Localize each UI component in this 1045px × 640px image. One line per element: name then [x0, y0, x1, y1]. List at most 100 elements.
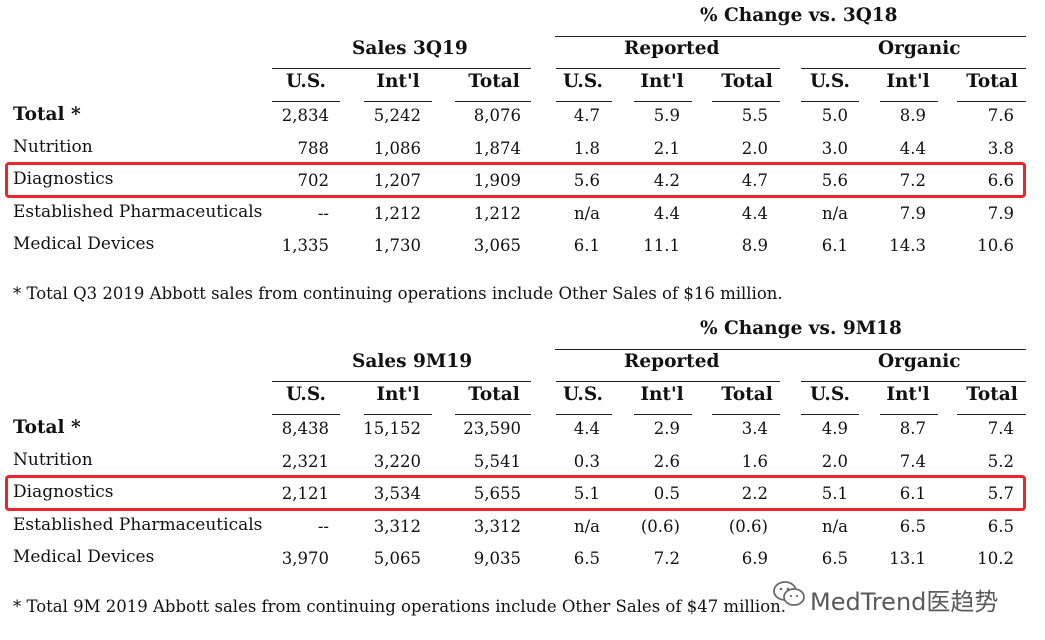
change-title: % Change vs. 3Q18 [700, 5, 898, 26]
column-header-rule [957, 414, 1026, 415]
table-cell: 3,065 [473, 236, 521, 255]
table-cell: 6.1 [899, 484, 926, 503]
table-cell: 7.2 [899, 171, 926, 190]
table-cell: 5.7 [987, 484, 1014, 503]
column-header: U.S. [809, 71, 851, 92]
table-cell: 15,152 [363, 419, 421, 438]
table-cell: (0.6) [640, 517, 680, 536]
table-cell: 5.9 [653, 106, 680, 125]
column-header-rule [634, 101, 692, 102]
change-title: % Change vs. 9M18 [700, 318, 902, 339]
table-cell: 3.0 [821, 139, 848, 158]
sales-title: Sales 3Q19 [352, 38, 468, 59]
table-cell: 1,335 [281, 236, 329, 255]
table-cell: 5,065 [373, 549, 421, 568]
table-cell: -- [317, 517, 329, 536]
table-cell: 6.5 [573, 549, 600, 568]
column-header-rule [272, 101, 340, 102]
sales-group-rule [272, 381, 531, 382]
organic-label: Organic [878, 351, 961, 372]
row-label: Nutrition [13, 137, 93, 157]
table-cell: 8,076 [473, 106, 521, 125]
column-header-rule [556, 101, 612, 102]
column-header: Total [468, 71, 520, 92]
reported-label: Reported [624, 38, 720, 59]
table-cell: n/a [573, 204, 600, 223]
table-cell: 3,220 [373, 452, 421, 471]
column-header: Total [468, 384, 520, 405]
table-cell: 13.1 [889, 549, 926, 568]
table-cell: 6.6 [987, 171, 1014, 190]
table-cell: 3,534 [373, 484, 421, 503]
footnote: * Total Q3 2019 Abbott sales from contin… [13, 284, 783, 303]
column-header: Total [966, 384, 1018, 405]
table-cell: 1,086 [373, 139, 421, 158]
row-label: Established Pharmaceuticals [13, 515, 263, 535]
table-cell: 11.1 [643, 236, 680, 255]
row-label: Diagnostics [13, 482, 114, 502]
table-cell: 6.5 [821, 549, 848, 568]
watermark-text: MedTrend医趋势 [810, 588, 999, 616]
table-cell: 3,312 [373, 517, 421, 536]
table-cell: 10.6 [977, 236, 1014, 255]
table-cell: 2,834 [281, 106, 329, 125]
table-cell: 5.0 [821, 106, 848, 125]
column-header-rule [364, 414, 432, 415]
column-header: U.S. [809, 384, 851, 405]
column-header-rule [801, 414, 859, 415]
column-header: Int'l [376, 71, 420, 92]
table-cell: 5.6 [821, 171, 848, 190]
table-cell: 5.1 [573, 484, 600, 503]
change-title-rule [555, 349, 1026, 350]
table-cell: 4.9 [821, 419, 848, 438]
table-cell: 2.1 [653, 139, 680, 158]
table-cell: 4.7 [573, 106, 600, 125]
table-cell: 5,655 [473, 484, 521, 503]
column-header: Total [721, 71, 773, 92]
reported-label: Reported [624, 351, 720, 372]
column-header-rule [455, 101, 531, 102]
row-label: Total * [13, 417, 81, 438]
column-header: Total [721, 384, 773, 405]
table-cell: 7.9 [987, 204, 1014, 223]
table-cell: 6.1 [573, 236, 600, 255]
table-cell: 3,312 [473, 517, 521, 536]
table-cell: 7.9 [899, 204, 926, 223]
table-cell: 4.4 [653, 204, 680, 223]
column-header-rule [957, 101, 1026, 102]
diagnostics-highlight-box [5, 475, 1026, 511]
table-cell: 4.4 [741, 204, 768, 223]
table-cell: 1.6 [741, 452, 768, 471]
column-header-rule [712, 414, 780, 415]
table-cell: 14.3 [889, 236, 926, 255]
table-cell: 4.7 [741, 171, 768, 190]
footnote: * Total 9M 2019 Abbott sales from contin… [13, 597, 786, 616]
table-cell: 2,121 [281, 484, 329, 503]
table-cell: 5.5 [741, 106, 768, 125]
table-cell: 2.6 [653, 452, 680, 471]
column-header-rule [880, 414, 938, 415]
column-header: U.S. [562, 71, 604, 92]
wechat-icon [772, 580, 806, 608]
table-cell: 7.6 [987, 106, 1014, 125]
table-cell: 1,212 [373, 204, 421, 223]
reported-group-rule [556, 381, 780, 382]
row-label: Medical Devices [13, 234, 155, 254]
column-header-rule [880, 101, 938, 102]
column-header: Int'l [886, 71, 930, 92]
change-title-rule [555, 36, 1026, 37]
table-cell: 4.4 [899, 139, 926, 158]
organic-label: Organic [878, 38, 961, 59]
organic-group-rule [801, 381, 1026, 382]
table-cell: 8.9 [899, 106, 926, 125]
column-header-rule [712, 101, 780, 102]
row-label: Established Pharmaceuticals [13, 202, 263, 222]
table-cell: 2.0 [821, 452, 848, 471]
sales-title: Sales 9M19 [352, 351, 473, 372]
column-header-rule [634, 414, 692, 415]
table-cell: 8.7 [899, 419, 926, 438]
column-header: U.S. [562, 384, 604, 405]
organic-group-rule [801, 68, 1026, 69]
table-cell: n/a [821, 204, 848, 223]
table-cell: 5,242 [373, 106, 421, 125]
